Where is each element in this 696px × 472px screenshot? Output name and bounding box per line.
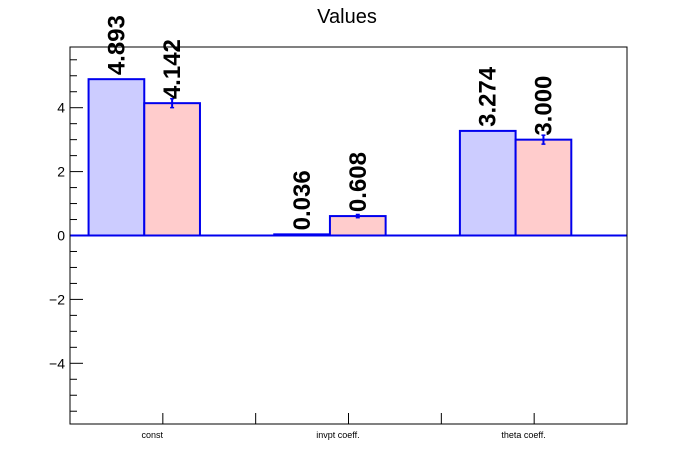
data-label: 4.142 [159,39,186,99]
category-label: theta coeff. [501,430,545,440]
data-label: 4.893 [103,15,130,75]
y-tick-label: −4 [49,355,65,371]
y-tick-label: 4 [57,100,65,116]
data-label: 0.036 [289,170,316,230]
plot-area: −4 −2 0 2 4 4.893 0.036 3.274 4.142 0.608 3.000 con… [49,15,627,440]
bar [514,138,573,237]
y-tick-label: 0 [57,228,65,244]
y-tick-label: 2 [57,164,65,180]
category-label: const [142,430,164,440]
bar [143,102,201,237]
data-label: 3.000 [530,76,557,136]
data-label: 0.608 [345,152,372,212]
category-label: invpt coeff. [316,430,359,440]
bar [328,215,387,237]
plot-frame [69,46,628,425]
data-label: 3.274 [475,66,502,127]
bar [458,129,517,237]
bar [87,78,146,237]
chart-title: Values [317,6,377,28]
y-tick-label: −2 [49,291,65,307]
